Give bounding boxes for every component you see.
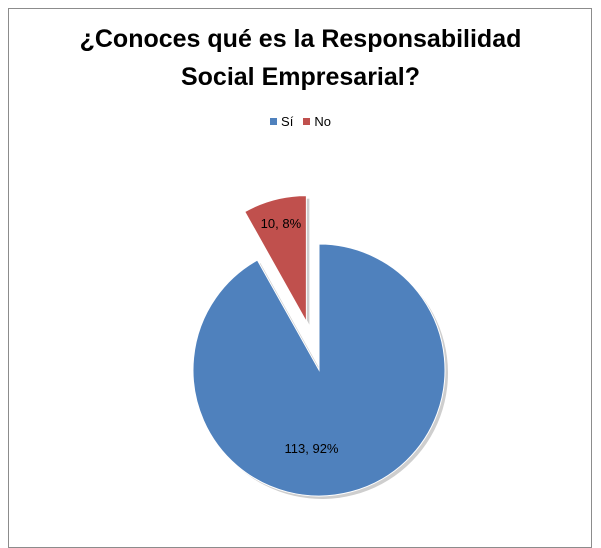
- legend-item-si: Sí: [270, 114, 293, 129]
- chart-title-line-2: Social Empresarial?: [180, 63, 420, 91]
- chart-legend: Sí No: [0, 114, 601, 129]
- chart-title: ¿Conoces qué es la Responsabilidad Socia…: [0, 20, 601, 96]
- legend-item-no: No: [303, 114, 331, 129]
- slice-no: [244, 195, 307, 324]
- pie-chart: 113, 92% 10, 8%: [192, 195, 449, 499]
- chart-title-line-1: ¿Conoces qué es la Responsabilidad: [79, 25, 522, 53]
- data-label-si: 113, 92%: [285, 441, 339, 456]
- legend-label-si: Sí: [281, 114, 294, 129]
- data-label-no: 10, 8%: [261, 216, 302, 231]
- legend-swatch-no: [303, 118, 311, 125]
- slice-si: [192, 243, 446, 497]
- legend-label-no: No: [314, 114, 331, 129]
- legend-swatch-si: [270, 118, 278, 125]
